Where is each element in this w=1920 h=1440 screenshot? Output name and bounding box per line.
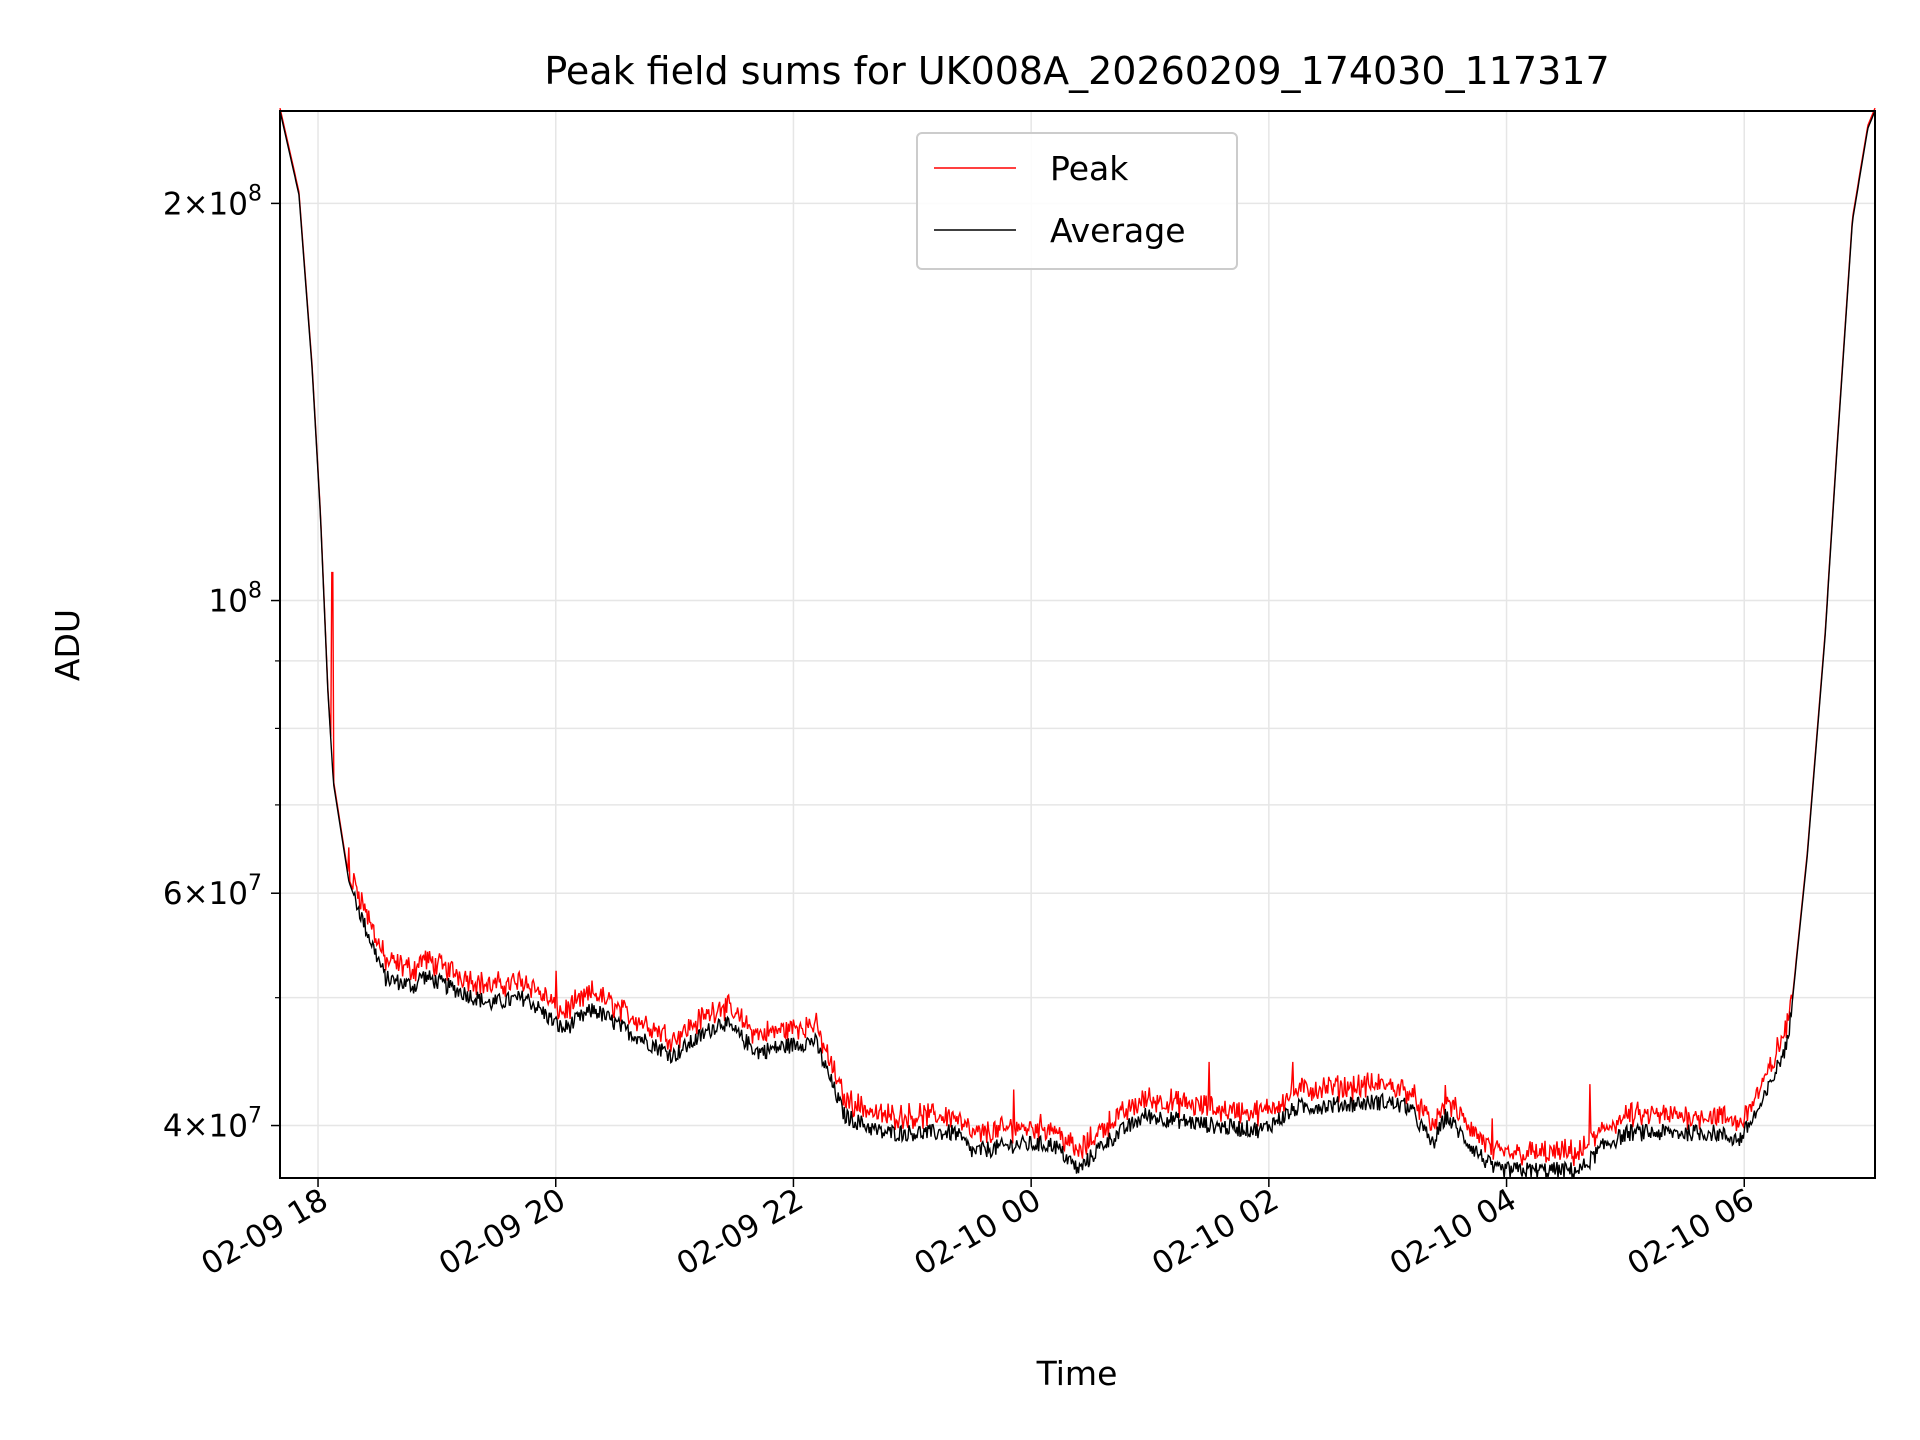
y-tick-label: 6×107 bbox=[163, 871, 262, 912]
y-axis-label: ADU bbox=[48, 609, 87, 681]
x-tick-label: 02-09 22 bbox=[671, 1182, 810, 1283]
legend-box bbox=[916, 132, 1238, 270]
x-tick-label: 02-10 06 bbox=[1622, 1182, 1761, 1283]
x-tick-label: 02-10 02 bbox=[1146, 1182, 1285, 1283]
grid bbox=[280, 111, 1875, 1178]
legend: Peak Average bbox=[916, 132, 1238, 270]
y-tick-label: 2×108 bbox=[163, 181, 262, 222]
x-tick-label: 02-10 04 bbox=[1384, 1182, 1523, 1283]
x-axis: 02-09 18 02-09 20 02-09 22 02-10 00 02-10 02… bbox=[195, 1178, 1760, 1283]
x-tick-label: 02-10 00 bbox=[908, 1182, 1047, 1283]
x-tick-label: 02-09 20 bbox=[433, 1182, 572, 1283]
peak-series-line bbox=[279, 107, 1876, 1166]
legend-average-label: Average bbox=[1050, 211, 1186, 250]
average-series-line bbox=[279, 110, 1876, 1180]
legend-peak-label: Peak bbox=[1050, 149, 1129, 188]
x-axis-label: Time bbox=[1036, 1354, 1118, 1393]
x-tick-label: 02-09 18 bbox=[195, 1182, 334, 1283]
plot-frame bbox=[279, 110, 1876, 1179]
series-lines bbox=[279, 107, 1876, 1180]
y-axis: 2×108 108 6×107 4×107 bbox=[163, 181, 280, 1145]
y-tick-label: 4×107 bbox=[163, 1104, 262, 1145]
y-tick-label: 108 bbox=[209, 579, 262, 620]
chart-title: Peak field sums for UK008A_20260209_1740… bbox=[544, 49, 1609, 93]
